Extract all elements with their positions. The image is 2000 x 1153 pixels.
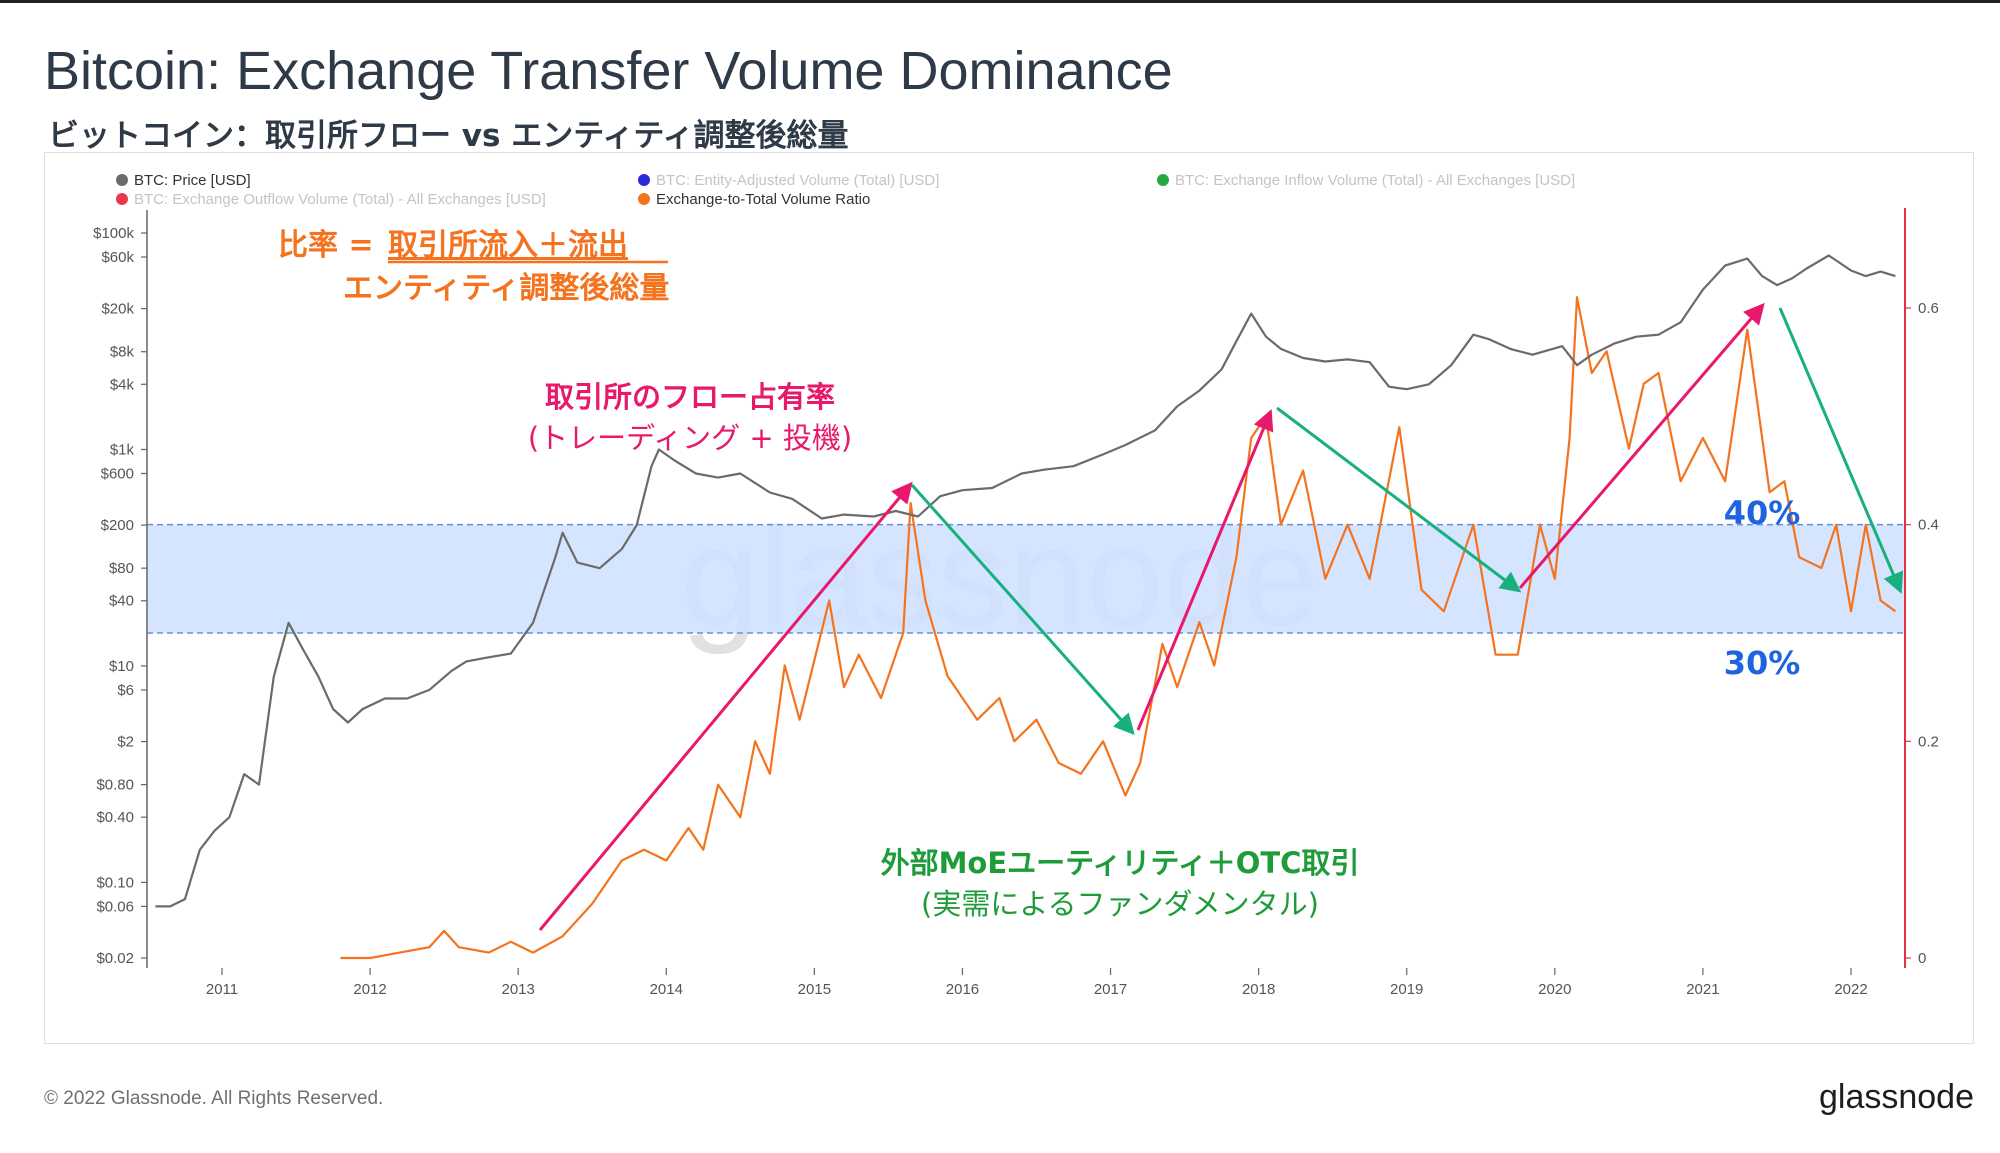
exchange-share-annotation: 取引所のフロー占有率 (トレーディング + 投機) (528, 380, 852, 455)
x-tick-label: 2016 (946, 981, 979, 998)
right-tick-label: 0 (1918, 950, 1926, 967)
left-tick-label: $0.40 (96, 809, 134, 826)
ratio-formula-label: 比率 = (278, 228, 374, 263)
left-tick-label: $20k (101, 301, 134, 318)
x-tick-label: 2017 (1094, 981, 1127, 998)
x-tick-label: 2012 (353, 981, 386, 998)
left-tick-label: $200 (101, 517, 134, 534)
right-tick-label: 0.4 (1918, 517, 1939, 534)
left-tick-label: $8k (110, 344, 135, 361)
green-arrow-1 (910, 484, 1135, 736)
band-30-40 (147, 524, 1905, 633)
pink-arrow-1 (538, 481, 913, 931)
left-tick-label: $0.10 (96, 874, 134, 891)
pink-arrow-2 (1136, 409, 1274, 731)
left-tick-label: $60k (101, 249, 134, 266)
left-tick-label: $4k (110, 376, 135, 393)
legend-dot (116, 174, 128, 186)
x-tick-label: 2011 (206, 981, 238, 998)
pink-arrow-3 (1518, 302, 1765, 589)
ratio-formula-denominator: エンティティ調整後総量 (343, 271, 669, 306)
fundamentals-subtitle: (実需によるファンダメンタル) (921, 887, 1319, 921)
x-tick-label: 2022 (1834, 981, 1867, 998)
legend-label: Exchange-to-Total Volume Ratio (656, 191, 870, 208)
legend-item-outflow-volume[interactable]: BTC: Exchange Outflow Volume (Total) - A… (116, 191, 546, 208)
legend-label: BTC: Exchange Inflow Volume (Total) - Al… (1175, 172, 1575, 189)
right-tick-label: 0.2 (1918, 733, 1939, 750)
x-axis-ticks: 2011 2012 2013 2014 2015 2016 2017 2018 2019 2020… (206, 968, 1868, 998)
x-tick-label: 2020 (1538, 981, 1571, 998)
right-tick-label: 0.6 (1918, 300, 1939, 317)
band-upper-label: 40% (1724, 494, 1801, 532)
legend-dot (116, 193, 128, 205)
top-rule (0, 0, 2000, 3)
left-tick-label: $10 (109, 658, 134, 675)
legend-item-entity-volume[interactable]: BTC: Entity-Adjusted Volume (Total) [USD… (638, 172, 939, 189)
fundamentals-annotation: 外部MoEユーティリティ＋OTC取引 (実需によるファンダメンタル) (881, 846, 1360, 921)
chart-frame (44, 152, 1974, 1044)
legend-item-ratio[interactable]: Exchange-to-Total Volume Ratio (638, 191, 870, 208)
left-axis-ticks: $100k $60k $20k $8k $4k $1k $600 $200 $80 $40 $10 $… (93, 225, 147, 967)
legend-dot (1157, 174, 1169, 186)
left-tick-label: $1k (110, 441, 135, 458)
left-tick-label: $6 (117, 682, 134, 699)
ratio-series-line (340, 296, 1897, 960)
left-tick-label: $40 (109, 593, 134, 610)
ratio-formula-annotation: 比率 = 取引所流入＋流出 エンティティ調整後総量 (278, 228, 669, 306)
x-tick-label: 2021 (1686, 981, 1719, 998)
legend-label: BTC: Exchange Outflow Volume (Total) - A… (134, 191, 546, 208)
left-tick-label: $0.80 (96, 777, 134, 794)
x-tick-label: 2014 (650, 981, 683, 998)
legend-label: BTC: Price [USD] (134, 172, 251, 189)
left-tick-label: $0.02 (96, 950, 134, 967)
page-subtitle: ビットコイン：取引所フロー vs エンティティ調整後総量 (48, 118, 849, 154)
x-tick-label: 2015 (798, 981, 831, 998)
glassnode-logo: glassnode (1818, 1078, 1974, 1116)
left-tick-label: $0.06 (96, 898, 134, 915)
x-tick-label: 2018 (1242, 981, 1275, 998)
legend: BTC: Price [USD] BTC: Entity-Adjusted Vo… (116, 172, 1575, 208)
ratio-formula-numerator: 取引所流入＋流出 (388, 228, 628, 263)
band-lower-label: 30% (1724, 644, 1801, 682)
left-tick-label: $80 (109, 560, 134, 577)
left-tick-label: $600 (101, 465, 134, 482)
fundamentals-title: 外部MoEユーティリティ＋OTC取引 (881, 846, 1360, 880)
page-title: Bitcoin: Exchange Transfer Volume Domina… (44, 41, 1173, 101)
left-tick-label: $100k (93, 225, 134, 242)
green-arrow-2 (1276, 406, 1522, 593)
left-tick-label: $2 (117, 734, 134, 751)
exchange-share-title: 取引所のフロー占有率 (545, 380, 835, 414)
legend-dot (638, 193, 650, 205)
legend-label: BTC: Entity-Adjusted Volume (Total) [USD… (656, 172, 939, 189)
legend-item-price[interactable]: BTC: Price [USD] (116, 172, 251, 189)
price-series-line (155, 254, 1896, 908)
exchange-share-subtitle: (トレーディング + 投機) (528, 421, 852, 455)
copyright-text: © 2022 Glassnode. All Rights Reserved. (44, 1088, 384, 1109)
right-axis-ticks: 0.6 0.4 0.2 0 (1905, 300, 1939, 967)
green-arrow-3 (1778, 307, 1904, 594)
x-tick-label: 2013 (501, 981, 534, 998)
legend-dot (638, 174, 650, 186)
legend-item-inflow-volume[interactable]: BTC: Exchange Inflow Volume (Total) - Al… (1157, 172, 1575, 189)
x-tick-label: 2019 (1390, 981, 1423, 998)
